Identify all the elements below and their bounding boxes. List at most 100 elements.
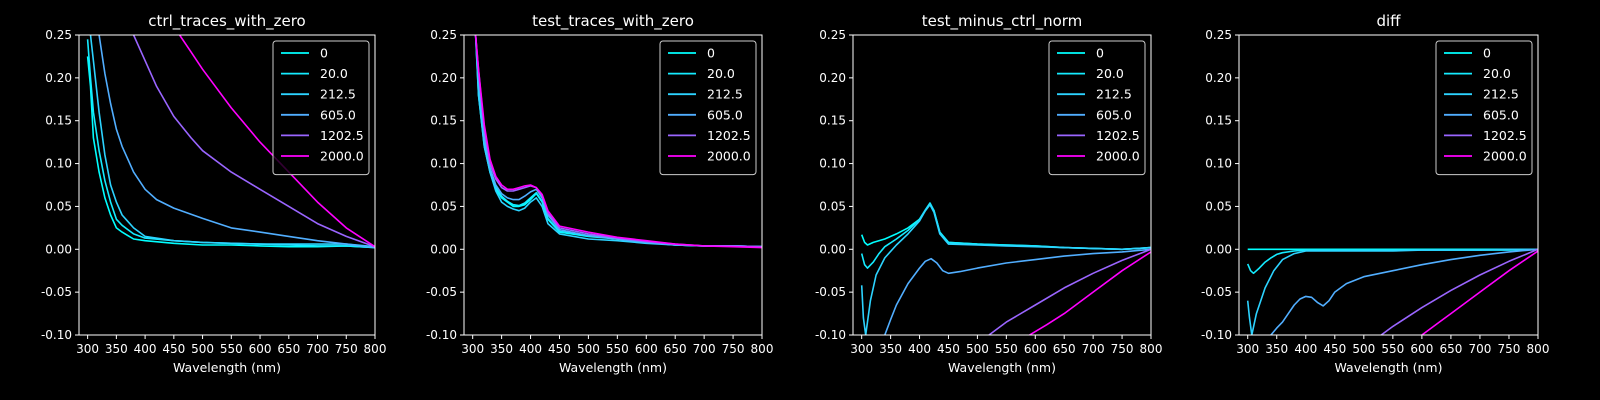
- legend-label: 20.0: [1483, 66, 1511, 81]
- x-axis-label: Wavelength (nm): [948, 360, 1056, 375]
- chart-panel-4: diff 300 350 400 450 500 550 600 650 700 750 800 -0.…: [1201, 12, 1550, 375]
- x-tick-label: 650: [664, 342, 687, 356]
- x-tick-label: 700: [693, 342, 716, 356]
- y-tick-label: 0.15: [430, 114, 457, 128]
- x-tick-label: 300: [850, 342, 873, 356]
- series-line-20.0: [860, 202, 1151, 269]
- x-tick-label: 550: [220, 342, 243, 356]
- y-tick-label: -0.05: [1201, 285, 1232, 299]
- y-tick-label: -0.10: [1201, 328, 1232, 342]
- x-tick-label: 600: [635, 342, 658, 356]
- legend: 0 20.0 212.5 605.0 1202.5 2000.0: [272, 40, 370, 176]
- legend-label: 1202.5: [707, 128, 751, 143]
- legend-label: 20.0: [320, 66, 348, 81]
- x-tick-label: 800: [751, 342, 774, 356]
- x-tick-label: 350: [490, 342, 513, 356]
- x-tick-label: 700: [306, 342, 329, 356]
- legend-label: 2000.0: [707, 149, 751, 164]
- y-tick-label: 0.05: [430, 199, 457, 213]
- legend: 0 20.0 212.5 605.0 1202.5 2000.0: [1048, 40, 1146, 176]
- legend-label: 605.0: [1483, 107, 1519, 122]
- x-tick-label: 400: [134, 342, 157, 356]
- legend-label: 20.0: [707, 66, 735, 81]
- y-tick-label: 0.10: [1205, 157, 1232, 171]
- legend-label: 2000.0: [1096, 149, 1140, 164]
- series-line-605.0: [98, 35, 375, 249]
- x-tick-label: 650: [1053, 342, 1076, 356]
- x-tick-label: 450: [162, 342, 185, 356]
- legend-label: 2000.0: [1483, 149, 1527, 164]
- x-tick-label: 750: [1111, 342, 1134, 356]
- x-tick-label: 750: [722, 342, 745, 356]
- y-tick-label: 0.15: [45, 114, 72, 128]
- y-tick-label: 0.10: [430, 157, 457, 171]
- series-line-212.5: [1246, 248, 1538, 335]
- x-axis-label: Wavelength (nm): [559, 360, 667, 375]
- x-tick-label: 350: [879, 342, 902, 356]
- chart-title: diff: [1376, 12, 1401, 30]
- x-tick-label: 400: [1294, 342, 1317, 356]
- legend-label: 1202.5: [1483, 128, 1527, 143]
- series-line-605.0: [1270, 248, 1538, 335]
- x-tick-label: 300: [76, 342, 99, 356]
- x-tick-label: 500: [966, 342, 989, 356]
- axes-frame: [1238, 34, 1539, 336]
- y-tick-label: 0.25: [1205, 28, 1232, 42]
- legend-label: 2000.0: [320, 149, 364, 164]
- chart-title: test_traces_with_zero: [532, 12, 694, 31]
- axes-frame: [463, 34, 763, 336]
- chart-panel-1: ctrl_traces_with_zero 300 350 400 450 500 550 6…: [41, 12, 387, 375]
- x-tick-label: 600: [1024, 342, 1047, 356]
- y-tick-label: 0.15: [819, 114, 846, 128]
- legend-label: 1202.5: [1096, 128, 1140, 143]
- x-tick-label: 600: [249, 342, 272, 356]
- x-tick-label: 400: [908, 342, 931, 356]
- x-tick-label: 700: [1082, 342, 1105, 356]
- y-tick-label: -0.10: [815, 328, 846, 342]
- x-tick-label: 450: [1323, 342, 1346, 356]
- y-tick-label: 0.15: [1205, 114, 1232, 128]
- x-tick-label: 800: [1140, 342, 1163, 356]
- legend: 0 20.0 212.5 605.0 1202.5 2000.0: [1435, 40, 1533, 176]
- chart-title: ctrl_traces_with_zero: [148, 12, 305, 31]
- legend-label: 212.5: [1096, 87, 1132, 102]
- x-tick-label: 300: [1236, 342, 1259, 356]
- y-tick-label: 0.05: [819, 199, 846, 213]
- y-tick-label: 0.25: [430, 28, 457, 42]
- y-tick-label: 0.05: [1205, 199, 1232, 213]
- x-tick-label: 550: [1381, 342, 1404, 356]
- y-tick-label: 0.05: [45, 199, 72, 213]
- series-group: [860, 202, 1151, 335]
- y-tick-label: 0.25: [45, 28, 72, 42]
- x-tick-label: 400: [519, 342, 542, 356]
- x-tick-label: 500: [191, 342, 214, 356]
- x-axis-label: Wavelength (nm): [173, 360, 281, 375]
- legend-label: 1202.5: [320, 128, 364, 143]
- legend-label: 0: [1096, 46, 1104, 61]
- x-tick-label: 500: [1352, 342, 1375, 356]
- chart-title: test_minus_ctrl_norm: [922, 12, 1083, 31]
- y-tick-label: 0.10: [45, 157, 72, 171]
- y-tick-label: 0.00: [430, 242, 457, 256]
- axes-frame: [78, 34, 376, 336]
- series-line-605.0: [474, 35, 762, 248]
- chart-panel-2: test_traces_with_zero 300 350 400 450 500 550 6…: [426, 12, 774, 375]
- series-line-212.5: [89, 35, 375, 248]
- x-axis-label: Wavelength (nm): [1335, 360, 1443, 375]
- legend-label: 0: [320, 46, 328, 61]
- legend-label: 20.0: [1096, 66, 1124, 81]
- legend-label: 0: [707, 46, 715, 61]
- series-group: [86, 35, 375, 249]
- y-tick-label: 0.00: [819, 242, 846, 256]
- series-line-2000.0: [474, 35, 762, 249]
- x-tick-label: 650: [1439, 342, 1462, 356]
- x-tick-label: 500: [577, 342, 600, 356]
- y-tick-label: 0.00: [1205, 242, 1232, 256]
- series-line-1202.5: [988, 248, 1151, 335]
- x-tick-label: 700: [1468, 342, 1491, 356]
- x-tick-label: 550: [995, 342, 1018, 356]
- legend-label: 212.5: [320, 87, 356, 102]
- x-tick-label: 450: [548, 342, 571, 356]
- y-tick-label: 0.20: [819, 71, 846, 85]
